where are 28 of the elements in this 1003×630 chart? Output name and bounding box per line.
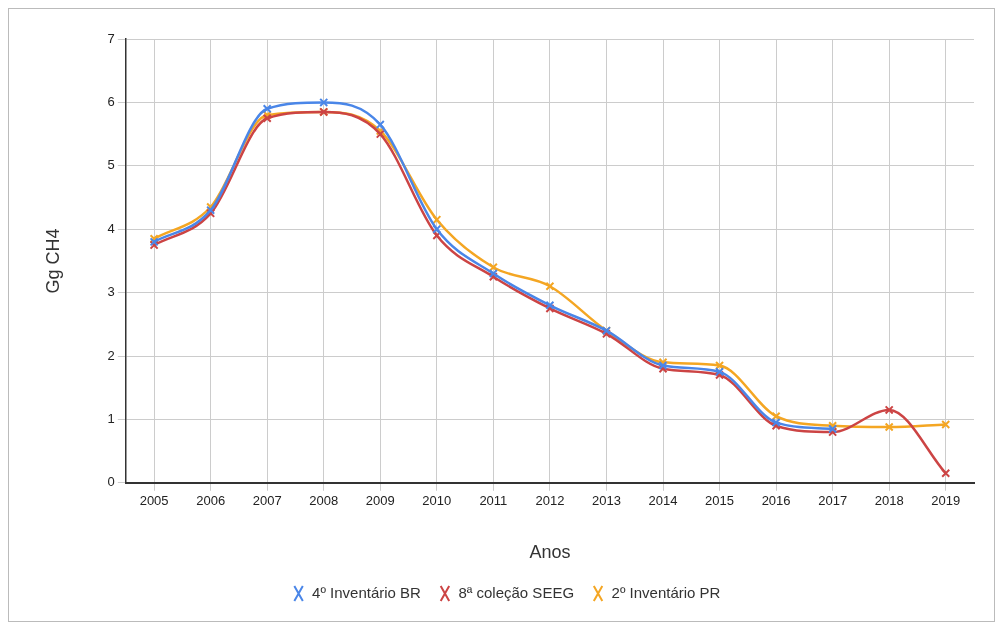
- x-tick-label: 2006: [196, 493, 226, 509]
- legend-label: 2º Inventário PR: [611, 583, 721, 601]
- x-tick-label: 2018: [874, 493, 904, 509]
- x-tick-label: 2016: [761, 493, 791, 509]
- y-tick-label: 6: [107, 93, 115, 109]
- x-tick-label: 2017: [818, 493, 848, 509]
- x-tick-label: 2014: [648, 493, 678, 509]
- x-tick-label: 2007: [252, 493, 282, 509]
- x-tick-label: 2015: [705, 493, 735, 509]
- x-tick-label: 2010: [422, 493, 452, 509]
- y-tick-label: 1: [107, 410, 115, 426]
- y-tick-label: 2: [107, 347, 115, 363]
- legend-label: 8ª coleção SEEG: [458, 583, 575, 601]
- x-tick-label: 2011: [479, 493, 508, 509]
- y-tick-label: 7: [107, 30, 115, 46]
- x-tick-label: 2008: [309, 493, 339, 509]
- y-axis-title: Gg CH4: [42, 228, 63, 294]
- y-tick-label: 5: [107, 157, 115, 173]
- x-tick-label: 2009: [365, 493, 395, 509]
- x-tick-label: 2005: [139, 493, 169, 509]
- x-tick-label: 2019: [931, 493, 961, 509]
- legend-label: 4º Inventário BR: [312, 583, 422, 601]
- y-tick-label: 0: [107, 474, 115, 490]
- y-tick-label: 4: [107, 220, 115, 236]
- x-axis-title: Anos: [529, 542, 571, 563]
- y-tick-label: 3: [107, 284, 115, 300]
- x-tick-label: 2012: [535, 493, 565, 509]
- x-tick-label: 2013: [592, 493, 621, 509]
